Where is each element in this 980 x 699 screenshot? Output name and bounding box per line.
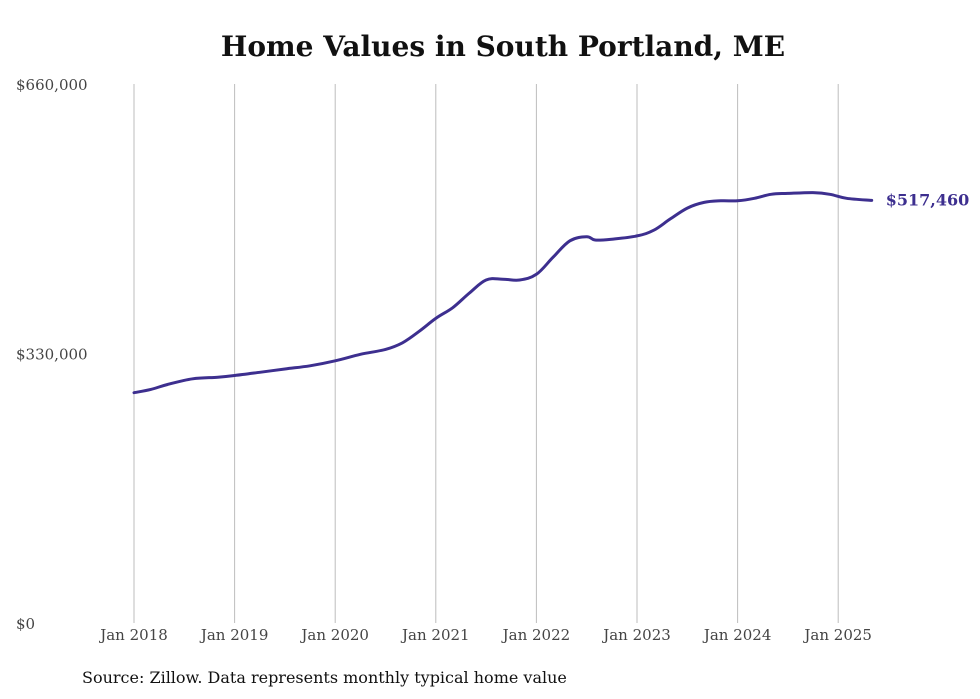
y-axis-ticks: $0 $330,000 $660,000 (16, 76, 88, 633)
x-tick-label: Jan 2023 (601, 626, 671, 644)
y-tick-label: $330,000 (16, 346, 88, 364)
gridlines (133, 84, 839, 623)
y-tick-label: $0 (16, 615, 35, 633)
end-label-layer: $517,460 (886, 190, 970, 209)
x-tick-label: Jan 2020 (299, 626, 369, 644)
y-tick-label: $660,000 (16, 76, 88, 94)
end-value-label: $517,460 (886, 190, 970, 209)
chart-title: Home Values in South Portland, ME (220, 30, 786, 63)
series-line (132, 191, 874, 395)
x-tick-label: Jan 2022 (501, 626, 571, 644)
line-chart: $0$330,000$660,000 Jan 2018 Jan 2019 Jan 2… (16, 76, 970, 644)
x-tick-label: Jan 2025 (802, 626, 872, 644)
x-tick-label: Jan 2018 (98, 626, 168, 644)
source-note: Source: Zillow. Data represents monthly … (82, 668, 567, 687)
x-tick-label: Jan 2024 (702, 626, 772, 644)
x-tick-label: Jan 2021 (400, 626, 470, 644)
x-axis-ticks: Jan 2018 Jan 2019 Jan 2020 Jan 2021 Jan 2022… (98, 626, 872, 644)
x-tick-label: Jan 2019 (199, 626, 269, 644)
series-layer (132, 191, 874, 395)
